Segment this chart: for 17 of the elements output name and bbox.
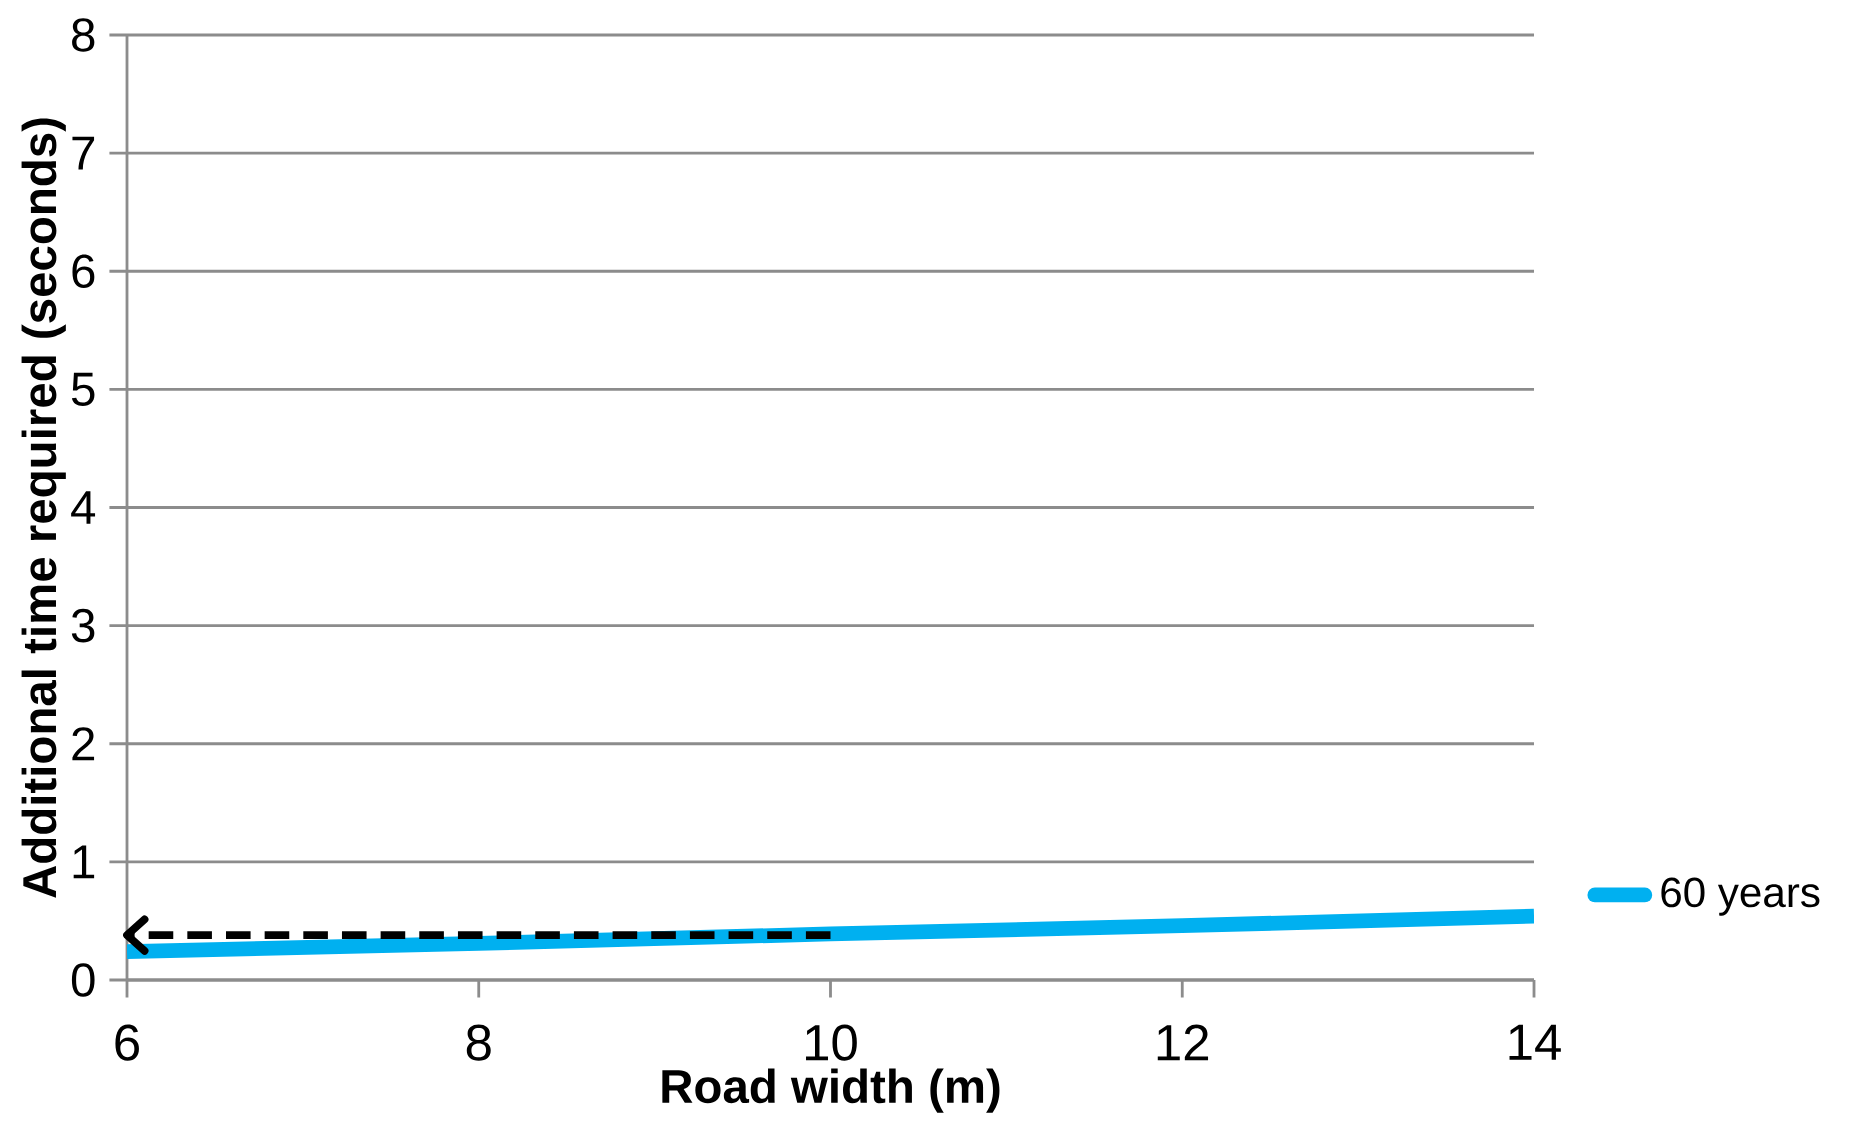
- x-tick-label: 12: [1157, 1024, 1209, 1061]
- y-tick-label: 8: [72, 18, 95, 52]
- y-axis-title: Additional time required (seconds): [21, 118, 66, 898]
- x-tick-label: 6: [115, 1024, 139, 1061]
- y-tick-label: 5: [71, 372, 95, 406]
- x-tick-label: 14: [1509, 1024, 1561, 1060]
- y-tick-label: 7: [72, 136, 95, 170]
- y-tick-label: 1: [73, 845, 95, 879]
- x-axis-title: Road width (m): [662, 1068, 1000, 1113]
- y-tick-label: 6: [72, 254, 95, 289]
- y-tick-label: 2: [72, 727, 95, 761]
- x-tick-label: 10: [806, 1024, 857, 1061]
- legend-label: 60 years: [1661, 877, 1820, 916]
- y-tick-label: 3: [71, 608, 95, 643]
- y-tick-label: 4: [71, 491, 96, 524]
- x-tick-label: 8: [466, 1024, 491, 1061]
- y-tick-label: 0: [71, 963, 95, 997]
